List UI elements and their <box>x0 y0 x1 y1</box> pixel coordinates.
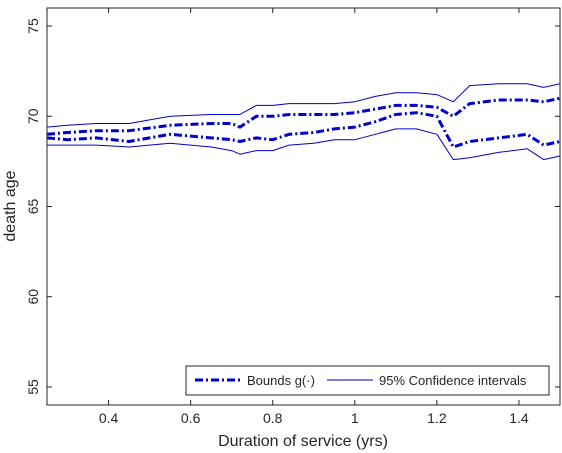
x-tick-label: 1 <box>351 410 359 426</box>
x-tick-label: 1.2 <box>427 410 447 426</box>
x-axis-label: Duration of service (yrs) <box>218 433 388 450</box>
x-tick-label: 1.4 <box>509 410 529 426</box>
x-tick-label: 0.6 <box>181 410 201 426</box>
legend-label-bounds: Bounds g(·) <box>247 373 315 388</box>
ci-line-3 <box>47 128 561 161</box>
series-layer <box>46 83 561 161</box>
legend-label-ci: 95% Confidence intervals <box>379 373 527 388</box>
bounds-line-0 <box>46 96 561 136</box>
plot-background <box>47 8 560 405</box>
y-tick-label: 75 <box>25 18 41 34</box>
plot-frame <box>46 7 561 406</box>
x-tick-label: 0.4 <box>99 410 119 426</box>
y-tick-label: 60 <box>25 289 41 305</box>
ci-line-2 <box>46 83 561 128</box>
bounds-line-1 <box>46 111 561 149</box>
y-axis-label: death age <box>2 170 19 241</box>
x-tick-label: 0.8 <box>263 410 283 426</box>
y-tick-label: 70 <box>25 108 41 124</box>
ticks-layer: 0.4 0.6 0.8 1 1.2 1.4 55 60 65 70 75 <box>25 8 560 426</box>
y-tick-label: 55 <box>25 379 41 395</box>
y-tick-label: 65 <box>25 199 41 215</box>
legend: Bounds g(·) 95% Confidence intervals <box>185 365 550 396</box>
